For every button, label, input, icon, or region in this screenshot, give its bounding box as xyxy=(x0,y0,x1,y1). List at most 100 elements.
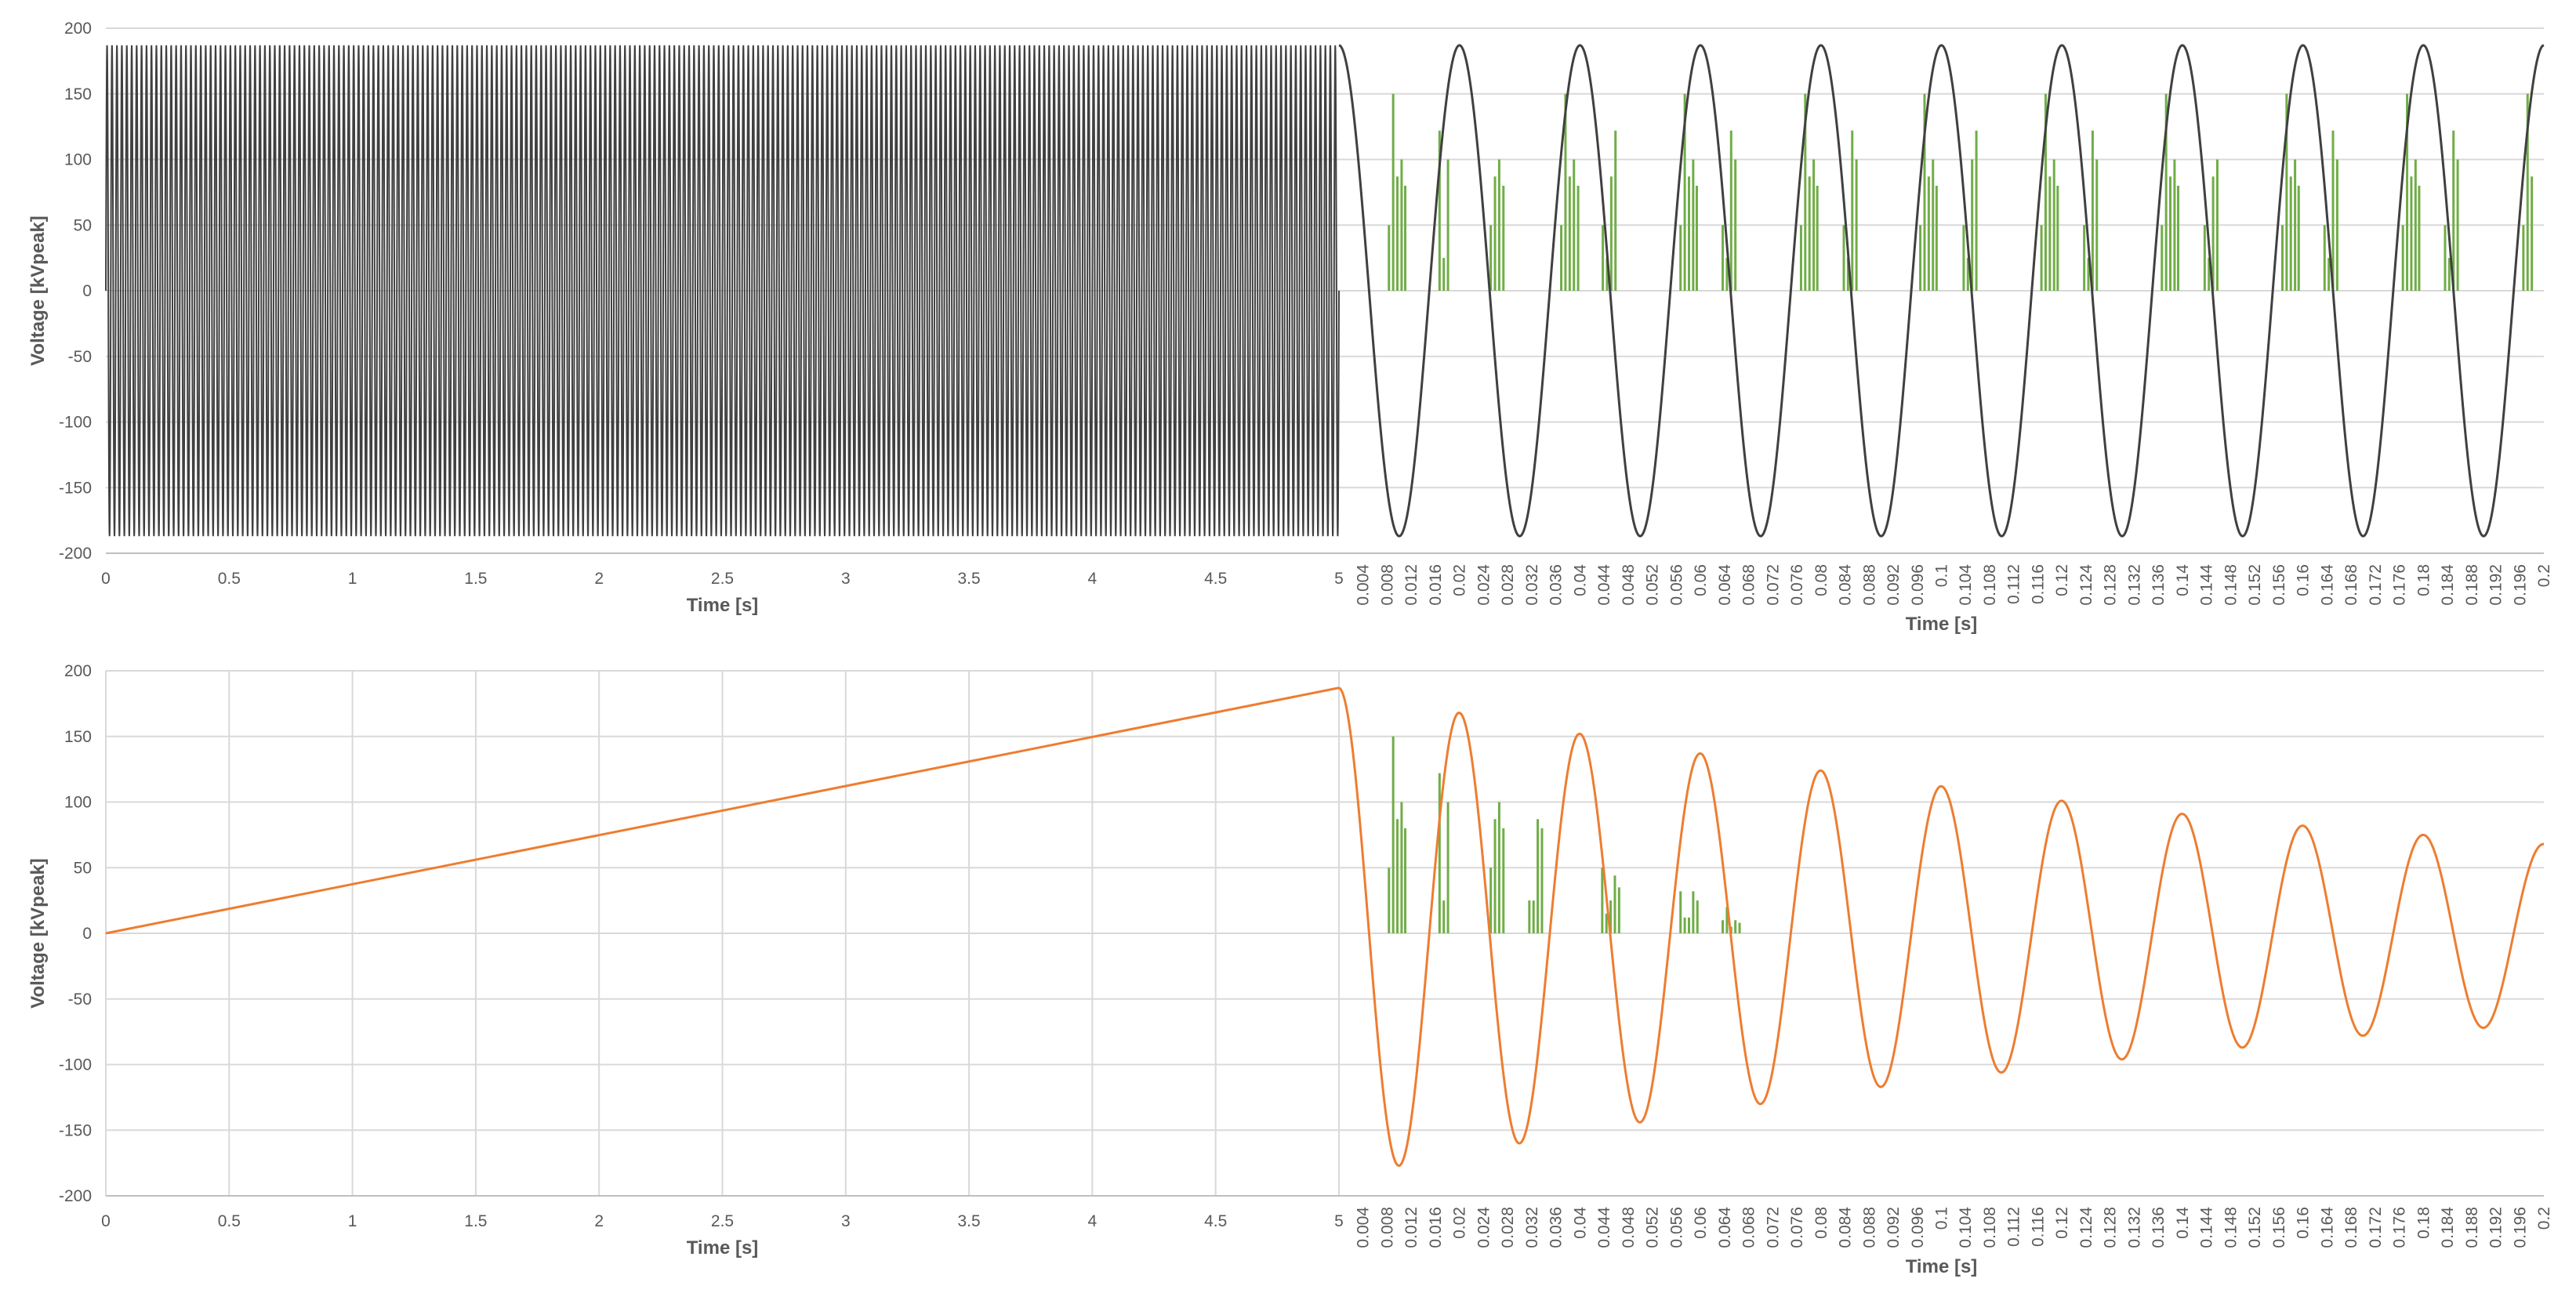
x-tick-label: 0.116 xyxy=(2029,564,2047,604)
y-tick-label: 50 xyxy=(74,216,92,234)
x-axis-title: Time [s] xyxy=(1906,614,1978,635)
x-tick-label: 4.5 xyxy=(1204,570,1227,588)
x-axis-title: Time [s] xyxy=(1906,1256,1978,1277)
x-tick-label: 0.156 xyxy=(2270,1207,2288,1248)
x-tick-label: 4 xyxy=(1088,570,1098,588)
x-tick-label: 0.056 xyxy=(1667,1207,1685,1248)
x-tick-label: 0.2 xyxy=(2535,1207,2553,1230)
x-tick-label: 0.044 xyxy=(1595,564,1613,606)
x-tick-label: 0.096 xyxy=(1909,564,1927,606)
x-tick-label: 0.024 xyxy=(1475,564,1493,606)
x-tick-label: 0.124 xyxy=(2077,564,2095,606)
x-tick-label: 0.132 xyxy=(2125,564,2143,606)
x-tick-label: 0.196 xyxy=(2511,1207,2529,1248)
x-tick-label: 5 xyxy=(1334,570,1344,588)
x-tick-label: 3 xyxy=(841,1212,851,1230)
x-tick-label: 0.168 xyxy=(2342,1207,2360,1248)
x-axis-title: Time [s] xyxy=(687,1237,759,1259)
x-tick-label: 0.088 xyxy=(1860,564,1878,606)
x-tick-label: 0.164 xyxy=(2318,564,2336,606)
x-tick-label: 0.172 xyxy=(2367,564,2385,606)
x-tick-label: 0.14 xyxy=(2174,1207,2192,1239)
x-tick-label: 0 xyxy=(101,1212,111,1230)
x-tick-label: 0.084 xyxy=(1837,564,1855,606)
x-tick-label: 0.056 xyxy=(1667,564,1685,606)
series-line xyxy=(105,45,1340,537)
x-tick-label: 0.152 xyxy=(2246,1207,2264,1248)
x-tick-label: 3 xyxy=(841,570,851,588)
y-tick-label: 100 xyxy=(64,151,92,169)
x-tick-label: 1 xyxy=(348,1212,357,1230)
x-tick-label: 0.012 xyxy=(1402,564,1420,606)
y-tick-label: 200 xyxy=(64,20,92,38)
bottom-chart-panel: 200 150 100 50 0 -50 -100 -150 -200 0 0.5 1 1.5 2 2.5 3… xyxy=(27,662,2553,1277)
series-line xyxy=(105,686,1340,935)
x-tick-label: 0.072 xyxy=(1764,564,1782,606)
x-axis-title: Time [s] xyxy=(687,595,759,616)
x-tick-label: 0.136 xyxy=(2150,564,2168,606)
x-tick-label: 0.104 xyxy=(1957,1207,1975,1248)
x-tick-label: 0.024 xyxy=(1475,1207,1493,1248)
x-tick-label: 0.128 xyxy=(2102,1207,2120,1248)
y-axis-title: Voltage [kVpeak] xyxy=(27,216,49,366)
x-tick-label: 0.08 xyxy=(1812,564,1830,596)
y-tick-label: 100 xyxy=(64,794,92,812)
x-tick-label: 0.196 xyxy=(2511,564,2529,606)
x-tick-label: 0.168 xyxy=(2342,564,2360,606)
x-tick-label: 4 xyxy=(1088,1212,1098,1230)
x-tick-label: 0.152 xyxy=(2246,564,2264,606)
x-tick-label: 0.16 xyxy=(2295,564,2313,596)
x-tick-label: 0.072 xyxy=(1764,1207,1782,1248)
x-tick-label: 0.084 xyxy=(1837,1207,1855,1248)
x-tick-label: 0.148 xyxy=(2222,1207,2240,1248)
x-tick-label: 0.176 xyxy=(2391,564,2409,606)
x-tick-label: 0.172 xyxy=(2367,1207,2385,1248)
x-tick-label: 0.1 xyxy=(1933,564,1951,587)
x-tick-label: 0.096 xyxy=(1909,1207,1927,1248)
x-tick-label: 1.5 xyxy=(464,1212,487,1230)
x-tick-label: 2.5 xyxy=(711,1212,734,1230)
x-tick-label: 0.108 xyxy=(1981,1207,1999,1248)
x-tick-label: 0.02 xyxy=(1451,564,1469,596)
x-tick-label: 0.132 xyxy=(2125,1207,2143,1248)
y-axis-title: Voltage [kVpeak] xyxy=(27,858,49,1009)
x-tick-label: 0 xyxy=(101,570,111,588)
x-tick-label: 0.2 xyxy=(2535,564,2553,587)
y-tick-label: -200 xyxy=(59,1187,92,1205)
x-tick-label: 0.144 xyxy=(2198,564,2216,606)
y-tick-label: 0 xyxy=(82,282,92,300)
x-tick-label: 0.12 xyxy=(2053,1207,2071,1239)
y-tick-label: -100 xyxy=(59,414,92,432)
x-tick-label: 0.088 xyxy=(1860,1207,1878,1248)
x-tick-label: 0.052 xyxy=(1644,1207,1662,1248)
x-tick-label: 0.052 xyxy=(1644,564,1662,606)
x-tick-label: 0.16 xyxy=(2295,1207,2313,1239)
x-tick-label: 0.028 xyxy=(1499,564,1517,606)
x-tick-label: 0.188 xyxy=(2463,1207,2481,1248)
x-tick-label: 0.5 xyxy=(218,570,241,588)
x-tick-label: 0.008 xyxy=(1378,1207,1396,1248)
x-tick-label: 0.128 xyxy=(2102,564,2120,606)
x-tick-label: 0.112 xyxy=(2005,1207,2023,1247)
x-tick-label: 0.02 xyxy=(1451,1207,1469,1239)
x-tick-label: 5 xyxy=(1334,1212,1344,1230)
x-tick-label: 0.184 xyxy=(2439,564,2457,606)
y-tick-label: 200 xyxy=(64,662,92,680)
x-tick-label: 2 xyxy=(594,570,604,588)
x-tick-label: 0.04 xyxy=(1571,1207,1589,1239)
x-tick-label: 3.5 xyxy=(957,570,980,588)
y-tick-label: -150 xyxy=(59,1121,92,1139)
series-line xyxy=(1338,44,2545,538)
x-tick-label: 0.068 xyxy=(1740,1207,1758,1248)
x-tick-label: 0.5 xyxy=(218,1212,241,1230)
x-tick-label: 0.08 xyxy=(1812,1207,1830,1239)
x-tick-label: 1 xyxy=(348,570,357,588)
x-tick-label: 0.14 xyxy=(2174,564,2192,596)
x-tick-label: 0.004 xyxy=(1355,564,1373,606)
x-tick-label: 0.064 xyxy=(1716,564,1734,606)
x-tick-label: 0.008 xyxy=(1378,564,1396,606)
y-tick-label: -100 xyxy=(59,1056,92,1074)
x-tick-label: 0.044 xyxy=(1595,1207,1613,1248)
y-tick-label: 0 xyxy=(82,925,92,943)
